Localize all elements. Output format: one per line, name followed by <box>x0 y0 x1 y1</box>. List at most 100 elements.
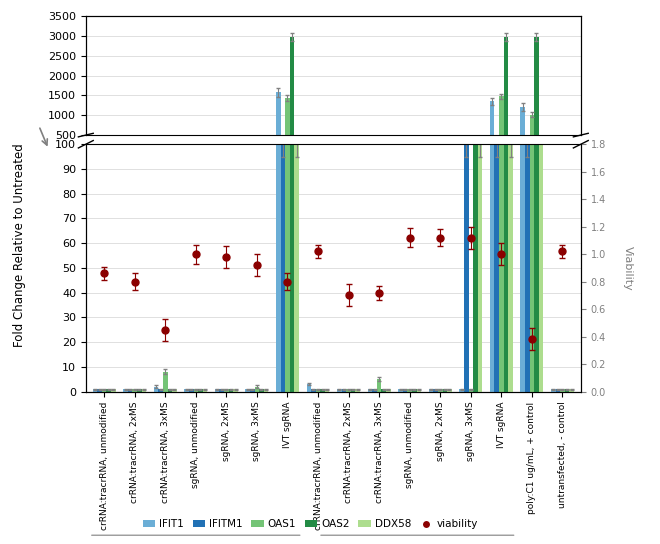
Bar <box>521 0 525 392</box>
Bar <box>133 389 137 392</box>
Bar <box>429 389 434 392</box>
Bar <box>320 389 325 392</box>
Bar <box>473 140 478 155</box>
Bar <box>464 144 469 392</box>
Bar <box>220 389 224 392</box>
Bar <box>92 389 97 392</box>
Bar <box>285 0 290 392</box>
Bar <box>276 92 280 155</box>
Bar <box>478 151 482 155</box>
Bar <box>443 389 447 392</box>
Bar <box>478 144 482 392</box>
Bar <box>473 0 478 392</box>
Bar <box>111 389 116 392</box>
Bar <box>539 0 543 392</box>
Bar <box>377 379 381 392</box>
Bar <box>193 389 198 392</box>
Bar <box>434 389 438 392</box>
Bar <box>494 151 499 155</box>
Bar <box>337 389 342 392</box>
Bar <box>407 389 412 392</box>
Bar <box>346 389 351 392</box>
Bar <box>539 145 543 155</box>
Bar <box>447 389 451 392</box>
Bar <box>504 0 508 392</box>
Bar <box>534 37 539 155</box>
Bar <box>570 389 574 392</box>
Bar <box>534 0 539 392</box>
Bar <box>342 389 346 392</box>
Bar <box>494 144 499 392</box>
Bar <box>203 389 207 392</box>
Bar <box>499 96 504 155</box>
Bar <box>198 389 203 392</box>
Bar <box>250 389 255 392</box>
Bar <box>246 389 250 392</box>
Bar <box>224 389 228 392</box>
Bar <box>189 389 193 392</box>
Bar <box>158 389 163 392</box>
Bar <box>398 389 403 392</box>
Bar <box>215 389 220 392</box>
Bar <box>290 37 294 155</box>
Bar <box>508 144 513 392</box>
Bar <box>141 389 146 392</box>
Bar <box>137 389 141 392</box>
Legend: IFIT1, IFITM1, OAS1, OAS2, DDX58, viability: IFIT1, IFITM1, OAS1, OAS2, DDX58, viabil… <box>139 515 482 533</box>
Bar <box>438 389 443 392</box>
Bar <box>102 389 106 392</box>
Bar <box>123 389 128 392</box>
Bar <box>381 389 386 392</box>
Bar <box>315 389 320 392</box>
Bar <box>525 151 529 155</box>
Bar <box>499 0 504 392</box>
Text: Fold Change Relative to Untreated: Fold Change Relative to Untreated <box>13 143 26 347</box>
Bar <box>184 389 189 392</box>
Bar <box>264 389 269 392</box>
Bar <box>529 0 534 392</box>
Bar <box>464 151 469 155</box>
Bar <box>280 144 285 392</box>
Bar <box>168 389 172 392</box>
Bar <box>416 389 421 392</box>
Bar <box>163 372 168 392</box>
Bar <box>259 389 264 392</box>
Bar <box>556 389 560 392</box>
Bar <box>504 37 508 155</box>
Y-axis label: Viability: Viability <box>622 245 632 290</box>
Bar <box>469 389 473 392</box>
Bar <box>285 98 290 155</box>
Bar <box>172 389 177 392</box>
Bar <box>351 389 356 392</box>
Bar <box>386 389 391 392</box>
Bar <box>356 389 360 392</box>
Bar <box>255 387 259 392</box>
Bar <box>490 0 494 392</box>
Bar <box>372 389 377 392</box>
Bar <box>403 389 407 392</box>
Bar <box>529 114 534 155</box>
Bar <box>565 389 570 392</box>
Bar <box>525 144 529 392</box>
Bar <box>294 144 299 392</box>
Bar <box>233 389 238 392</box>
Bar <box>128 389 133 392</box>
Bar <box>325 389 329 392</box>
Bar <box>490 101 494 155</box>
Bar <box>306 384 311 392</box>
Bar <box>106 389 111 392</box>
Bar <box>551 389 556 392</box>
Bar <box>276 0 280 392</box>
Bar <box>290 0 294 392</box>
Bar <box>459 389 464 392</box>
Bar <box>368 389 372 392</box>
Bar <box>154 387 158 392</box>
Bar <box>311 389 315 392</box>
Bar <box>560 389 565 392</box>
Bar <box>294 151 299 155</box>
Bar <box>412 389 416 392</box>
Bar <box>280 151 285 155</box>
Bar <box>97 389 102 392</box>
Bar <box>508 151 513 155</box>
Bar <box>228 389 233 392</box>
